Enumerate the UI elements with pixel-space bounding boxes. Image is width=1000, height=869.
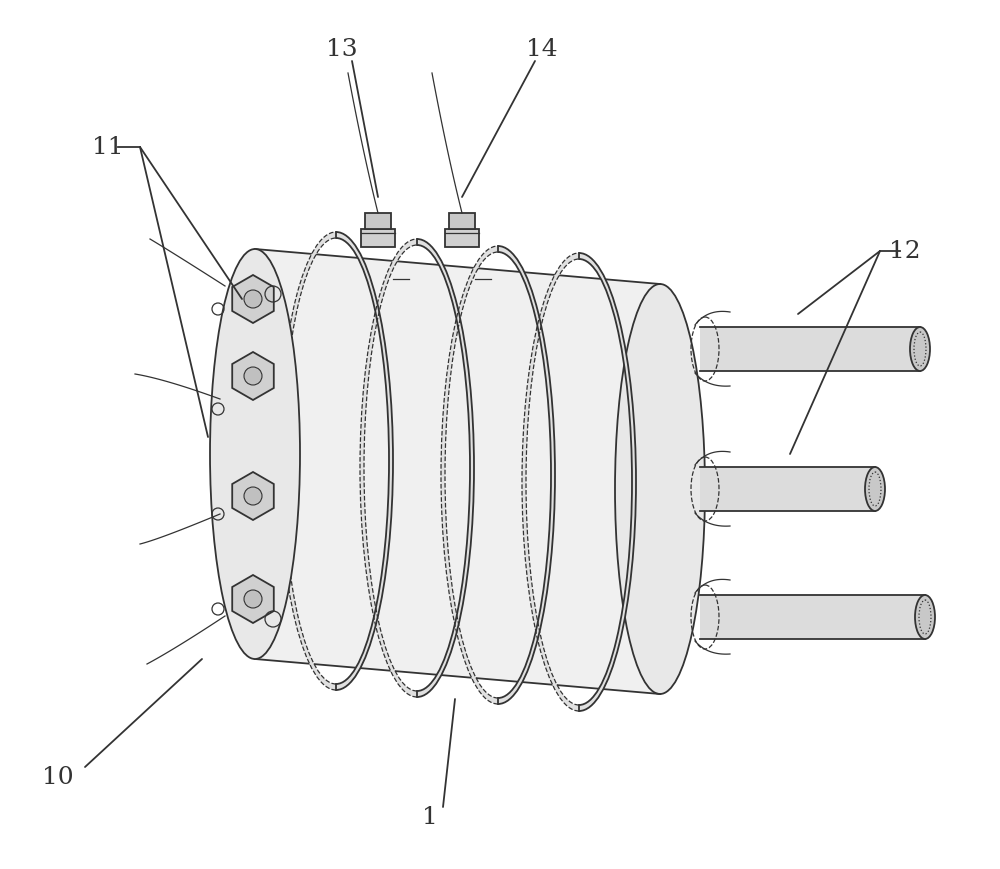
Bar (365, 214, 391, 229)
Polygon shape (700, 595, 925, 640)
Polygon shape (579, 254, 636, 711)
Ellipse shape (915, 595, 935, 640)
Bar (445, 229, 479, 248)
Ellipse shape (210, 249, 300, 660)
Circle shape (244, 290, 262, 308)
Text: 13: 13 (326, 38, 358, 62)
Text: 11: 11 (92, 136, 124, 159)
Polygon shape (700, 328, 920, 372)
Circle shape (244, 368, 262, 386)
Text: 14: 14 (526, 38, 558, 62)
Text: 10: 10 (42, 766, 74, 788)
Ellipse shape (910, 328, 930, 372)
Polygon shape (232, 575, 274, 623)
Polygon shape (700, 468, 875, 512)
Circle shape (244, 488, 262, 506)
Polygon shape (336, 233, 393, 690)
Polygon shape (360, 240, 417, 697)
Bar (449, 214, 475, 229)
Text: 12: 12 (889, 240, 921, 263)
Text: 1: 1 (422, 806, 438, 828)
Polygon shape (279, 233, 336, 690)
Polygon shape (498, 247, 555, 704)
Polygon shape (441, 247, 498, 704)
Ellipse shape (865, 468, 885, 512)
Polygon shape (232, 473, 274, 521)
Polygon shape (232, 275, 274, 323)
Circle shape (244, 590, 262, 608)
Bar (361, 229, 395, 248)
Ellipse shape (615, 285, 705, 694)
Polygon shape (417, 240, 474, 697)
Polygon shape (232, 353, 274, 401)
Polygon shape (255, 249, 705, 694)
Polygon shape (522, 254, 579, 711)
